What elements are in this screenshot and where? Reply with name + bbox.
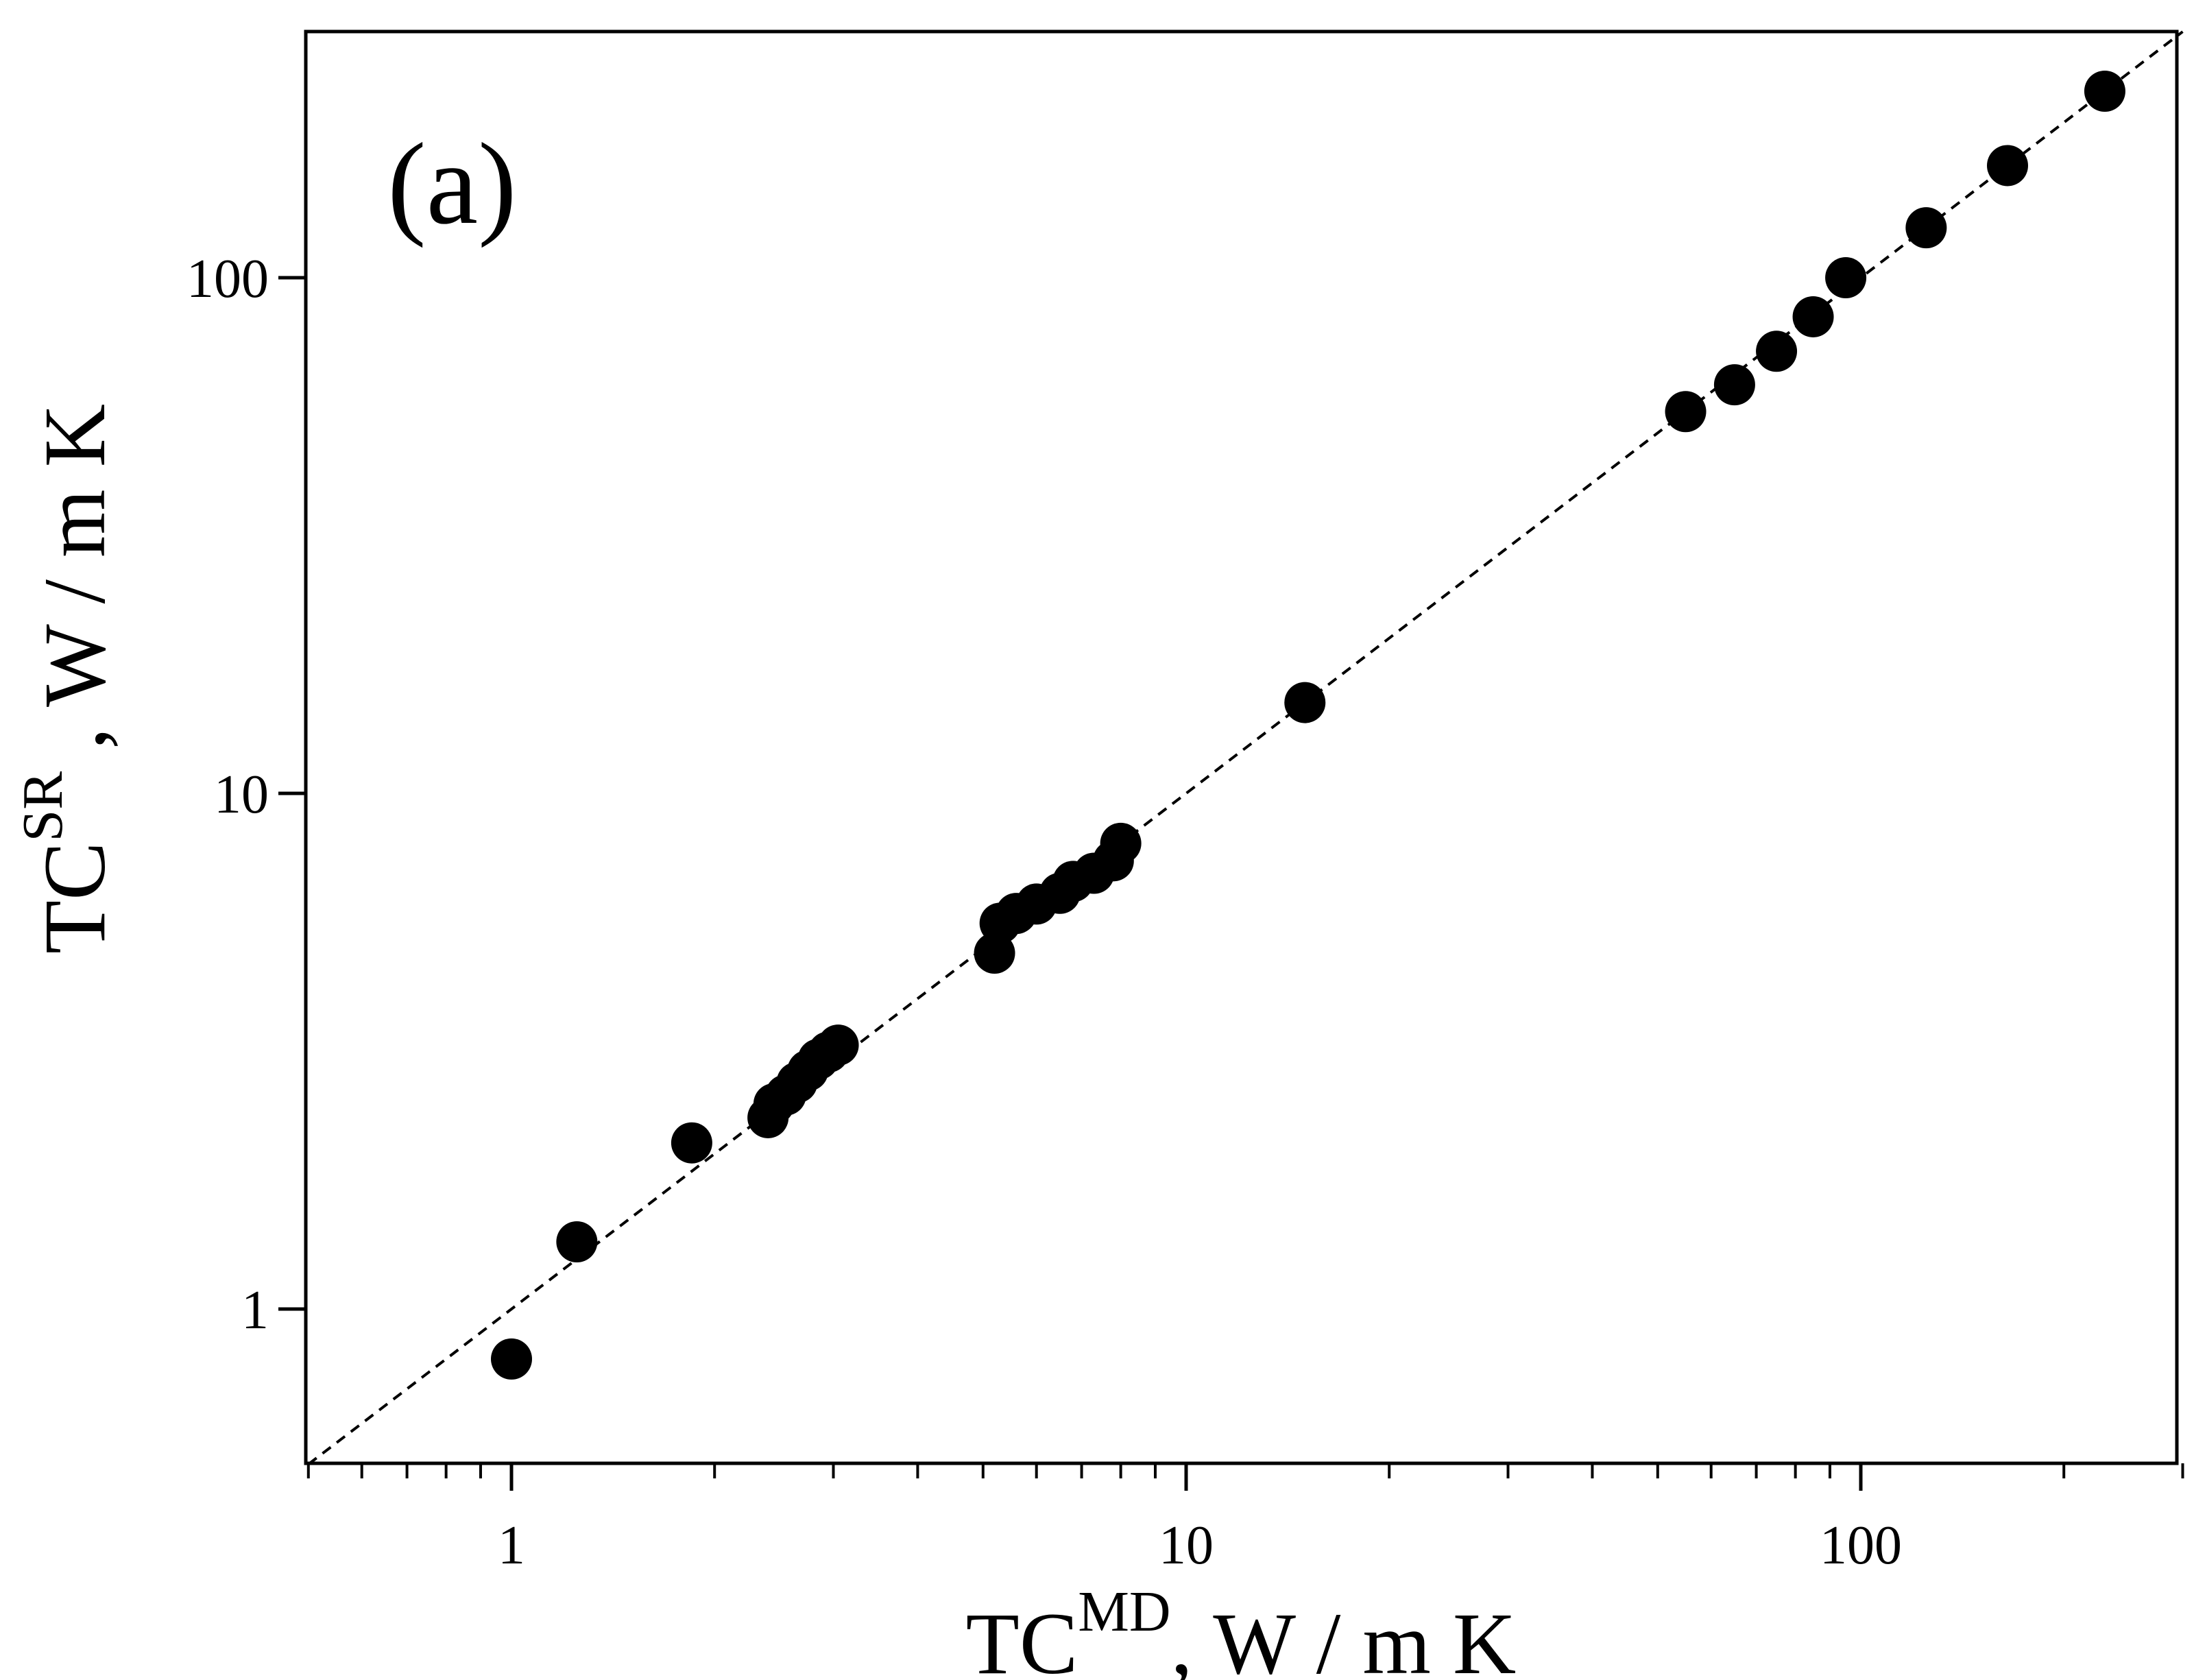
y-axis-title: TCSR , W / m K (11, 404, 123, 954)
x-axis-title-superscript: MD (1078, 1580, 1170, 1644)
x-tick-label: 1 (498, 1515, 525, 1576)
data-point (671, 1122, 712, 1164)
data-point (1987, 145, 2029, 187)
axis-ticks: 1 10 100 1 10 100 (186, 249, 2184, 1576)
panel-label: (a) (387, 119, 517, 248)
data-points (491, 70, 2125, 1380)
data-point (2084, 70, 2125, 112)
data-point (817, 1024, 859, 1066)
data-point (491, 1338, 532, 1380)
data-point (1665, 391, 1707, 433)
x-axis-title: TCMD, W / m K (966, 1580, 1517, 1680)
reference-line-layer (307, 30, 2184, 1465)
y-tick-label: 1 (241, 1280, 269, 1341)
x-axis-title-unit: , W / m K (1171, 1595, 1517, 1680)
plot-frame (304, 29, 2179, 1465)
data-point (1825, 257, 1867, 298)
data-point (1792, 296, 1834, 337)
x-axis-title-main: TC (966, 1595, 1078, 1680)
data-point (1284, 682, 1326, 723)
data-point (1905, 207, 1947, 249)
y-axis-title-unit: , W / m K (26, 404, 123, 771)
data-point (1756, 331, 1798, 372)
data-point (556, 1221, 598, 1262)
y-axis-title-main: TC (26, 841, 123, 954)
y-axis-title-superscript: SR (11, 771, 75, 842)
x-tick-label: 10 (1159, 1515, 1214, 1576)
y-tick-label: 10 (214, 765, 269, 825)
data-point (1713, 364, 1755, 406)
data-point (1100, 822, 1142, 864)
x-tick-label: 100 (1820, 1515, 1902, 1576)
y-tick-label: 100 (186, 249, 269, 309)
reference-line (307, 30, 2184, 1465)
